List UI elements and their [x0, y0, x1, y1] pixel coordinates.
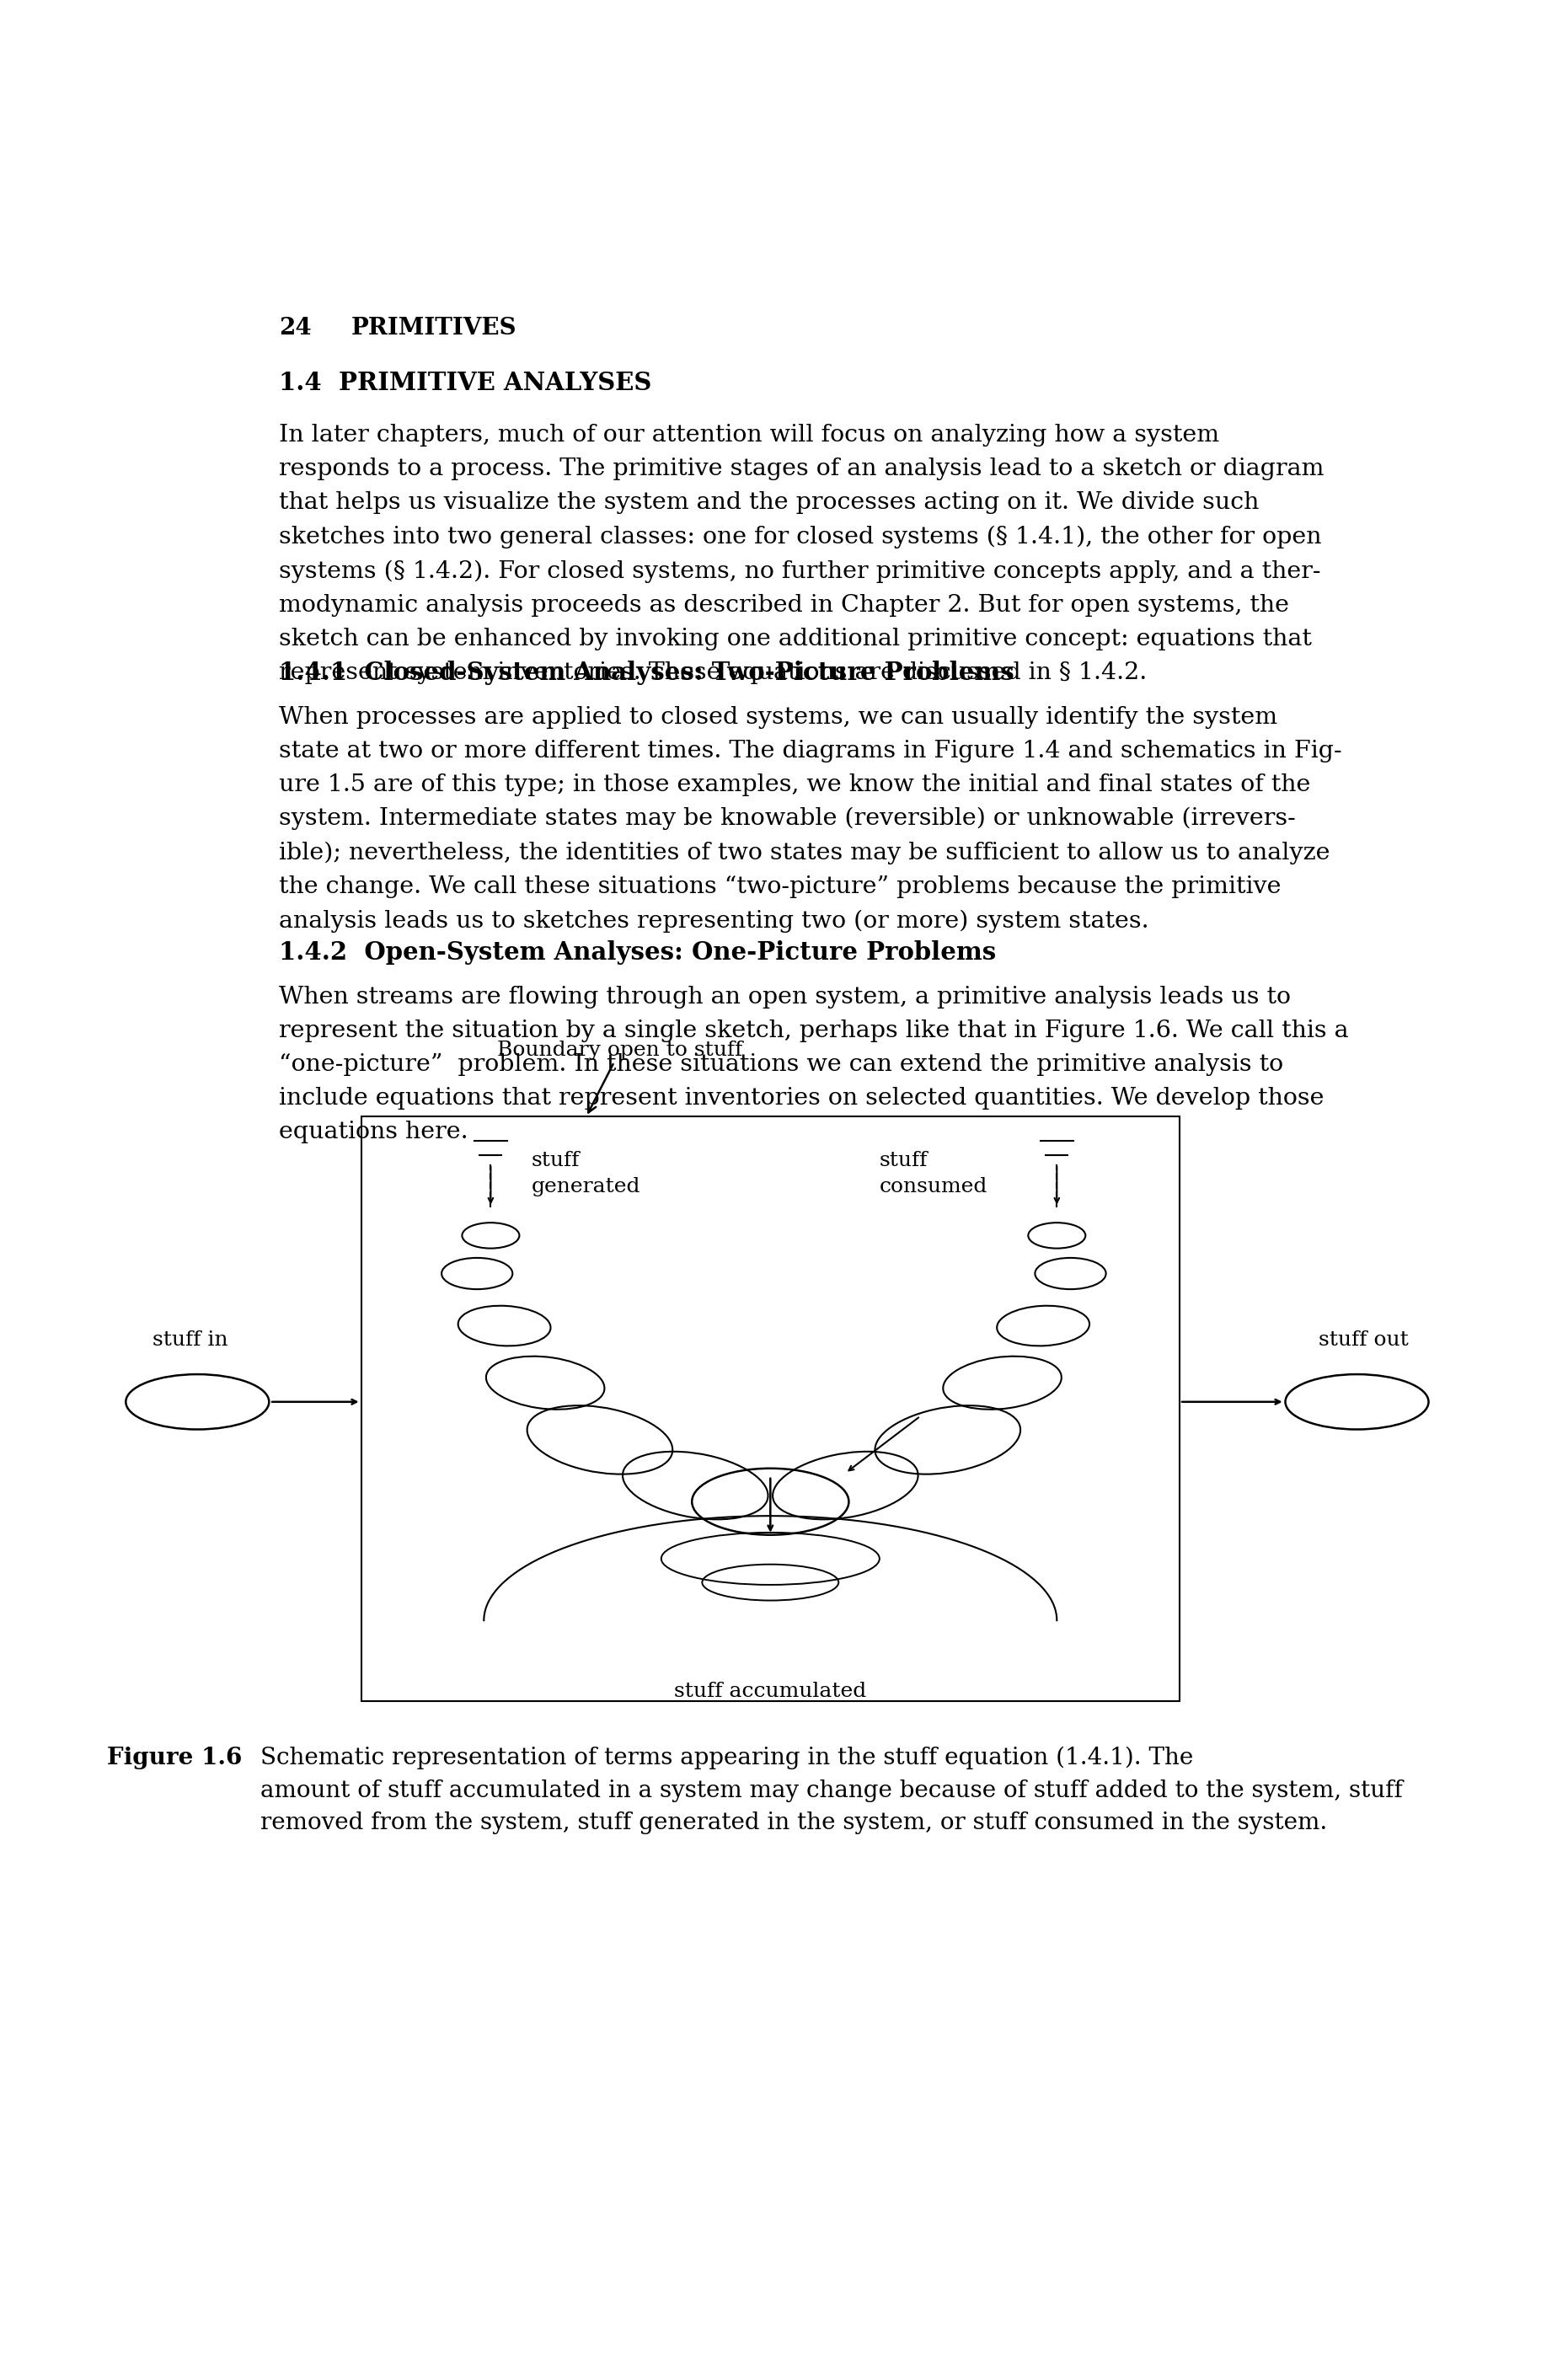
Text: stuff
consumed: stuff consumed	[880, 1152, 988, 1195]
Text: 1.4.2  Open-System Analyses: One-Picture Problems: 1.4.2 Open-System Analyses: One-Picture …	[279, 941, 996, 965]
Text: Figure 1.6: Figure 1.6	[107, 1746, 241, 1770]
Text: Boundary open to stuff: Boundary open to stuff	[497, 1041, 743, 1112]
Text: 24: 24	[279, 316, 310, 340]
Text: When processes are applied to closed systems, we can usually identify the system: When processes are applied to closed sys…	[279, 706, 1342, 931]
Text: stuff in: stuff in	[152, 1331, 229, 1350]
Text: stuff out: stuff out	[1319, 1331, 1408, 1350]
Text: 1.4  PRIMITIVE ANALYSES: 1.4 PRIMITIVE ANALYSES	[279, 371, 651, 394]
Text: When streams are flowing through an open system, a primitive analysis leads us t: When streams are flowing through an open…	[279, 986, 1348, 1143]
Text: In later chapters, much of our attention will focus on analyzing how a system
re: In later chapters, much of our attention…	[279, 425, 1323, 684]
Text: Schematic representation of terms appearing in the stuff equation (1.4.1). The
a: Schematic representation of terms appear…	[260, 1746, 1403, 1834]
Text: stuff
generated: stuff generated	[532, 1152, 641, 1195]
Text: stuff accumulated: stuff accumulated	[674, 1682, 867, 1701]
Text: PRIMITIVES: PRIMITIVES	[351, 316, 517, 340]
Bar	[361, 1117, 1179, 1701]
Text: 1.4.1  Closed-System Analyses: Two-Picture Problems: 1.4.1 Closed-System Analyses: Two-Pictur…	[279, 661, 1014, 684]
